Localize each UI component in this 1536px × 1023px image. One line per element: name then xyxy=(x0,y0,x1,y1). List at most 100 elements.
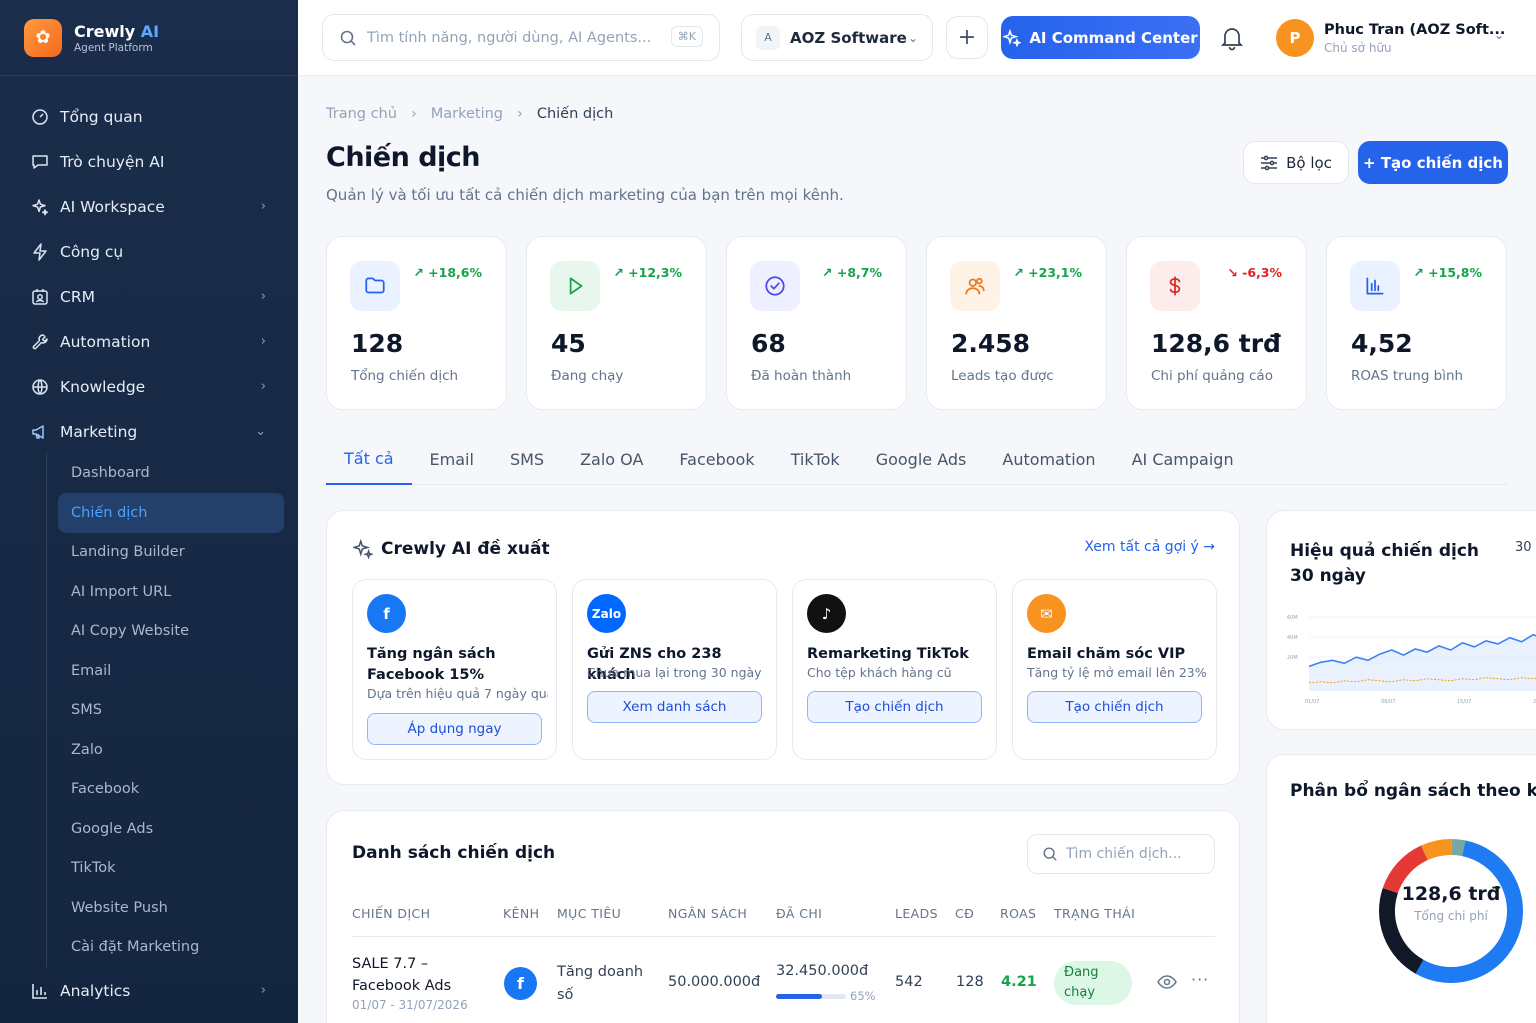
donut-slice xyxy=(1421,839,1452,861)
wrench-icon xyxy=(30,332,50,352)
tab-automation[interactable]: Automation xyxy=(1002,450,1096,469)
create-campaign-button[interactable]: + Tạo chiến dịch xyxy=(1358,141,1508,184)
sidebar-item-analytics[interactable]: Analytics › xyxy=(0,968,298,1013)
tab-google-ads[interactable]: Google Ads xyxy=(875,450,967,469)
subnav-item[interactable]: Email xyxy=(71,662,112,679)
subnav-item[interactable]: SMS xyxy=(71,702,102,719)
subnav-item[interactable]: TikTok xyxy=(71,860,116,877)
user-menu[interactable]: P Phuc Tran (AOZ Soft... Chủ sở hữu ⌄ xyxy=(1276,16,1516,60)
global-search-input[interactable]: Tìm tính năng, người dùng, AI Agents... … xyxy=(322,14,720,61)
quick-add-button[interactable]: + xyxy=(946,16,988,59)
ai-command-center-button[interactable]: AI Command Center xyxy=(1001,16,1200,59)
bolt-icon xyxy=(30,242,50,262)
bar-chart-icon xyxy=(1350,261,1400,311)
stat-value: 68 xyxy=(751,329,786,358)
stat-value: 4,52 xyxy=(1351,329,1413,358)
search-icon xyxy=(340,30,356,46)
subnav-item[interactable]: Landing Builder xyxy=(71,544,185,561)
suggestion-action-button[interactable]: Xem danh sách xyxy=(587,691,762,723)
sidebar-item-ai-workspace[interactable]: AI Workspace › xyxy=(0,184,298,229)
table-header[interactable]: CĐ xyxy=(955,906,975,921)
filter-button[interactable]: Bộ lọc xyxy=(1243,141,1349,184)
channel-icon: ✉ xyxy=(1027,594,1066,633)
table-header[interactable]: KÊNH xyxy=(503,906,540,921)
breadcrumb-home[interactable]: Trang chủ xyxy=(326,106,397,122)
subnav-item[interactable]: Cài đặt Marketing xyxy=(71,939,200,956)
view-eye-icon[interactable] xyxy=(1157,974,1177,993)
filter-sliders-icon xyxy=(1261,155,1278,170)
tab-facebook[interactable]: Facebook xyxy=(679,450,755,469)
sidebar-item-marketing[interactable]: Marketing ⌄ xyxy=(0,409,298,454)
stat-card[interactable]: ↗ +12,3% 45 Đang chạy xyxy=(526,236,707,410)
campaign-name[interactable]: SALE 7.7 – Facebook Ads xyxy=(352,956,452,994)
megaphone-icon xyxy=(30,422,50,442)
table-header[interactable]: TRẠNG THÁI xyxy=(1054,906,1136,921)
table-header[interactable]: ROAS xyxy=(1000,906,1037,921)
channel-icon: ♪ xyxy=(807,594,846,633)
tab-ai-campaign[interactable]: AI Campaign xyxy=(1131,450,1234,469)
stat-card[interactable]: ↘ -6,3% 128,6 trđ Chi phí quảng cáo xyxy=(1126,236,1307,410)
notification-bell-icon[interactable] xyxy=(1218,24,1246,52)
dashboard-gauge-icon xyxy=(30,107,50,127)
stat-card[interactable]: ↗ +8,7% 68 Đã hoàn thành xyxy=(726,236,907,410)
sidebar-item-crm[interactable]: CRM › xyxy=(0,274,298,319)
suggestion-action-button[interactable]: Tạo chiến dịch xyxy=(807,691,982,723)
breadcrumb-marketing[interactable]: Marketing xyxy=(430,106,504,122)
tab-tiktok[interactable]: TikTok xyxy=(790,450,840,469)
sidebar-item-trò-chuyện-ai[interactable]: Trò chuyện AI xyxy=(0,139,298,184)
tab-zalo-oa[interactable]: Zalo OA xyxy=(580,450,644,469)
series-line xyxy=(1308,677,1536,684)
subnav-item[interactable]: Dashboard xyxy=(71,464,150,481)
sidebar-item-automation[interactable]: Automation › xyxy=(0,319,298,364)
view-all-suggestions-link[interactable]: Xem tất cả gợi ý → xyxy=(1084,539,1215,555)
subnav-item[interactable]: Facebook xyxy=(71,781,140,798)
table-header[interactable]: CHIẾN DỊCH xyxy=(352,906,431,921)
tab-sms[interactable]: SMS xyxy=(509,450,545,469)
period-selector[interactable]: 30 qu xyxy=(1515,540,1536,555)
stat-delta: ↘ -6,3% xyxy=(1227,265,1282,280)
org-switcher[interactable]: A AOZ Software ⌄ xyxy=(741,14,933,61)
page-title: Chiến dịch xyxy=(326,142,481,173)
dollar-icon xyxy=(1150,261,1200,311)
sidebar-item-label: Trò chuyện AI xyxy=(60,152,165,171)
users-icon xyxy=(950,261,1000,311)
stat-card[interactable]: ↗ +18,6% 128 Tổng chiến dịch xyxy=(326,236,507,410)
series-line xyxy=(1308,633,1536,668)
stat-card[interactable]: ↗ +15,8% 4,52 ROAS trung bình xyxy=(1326,236,1507,410)
analytics-icon xyxy=(30,981,50,1001)
brand[interactable]: ✿ Crewly AI Agent Platform xyxy=(0,0,298,76)
stat-label: Chi phí quảng cáo xyxy=(1151,368,1273,384)
stat-value: 128 xyxy=(351,329,404,358)
tab-tất-cả[interactable]: Tất cả xyxy=(326,434,412,485)
table-header[interactable]: MỤC TIÊU xyxy=(557,906,622,921)
performance-line-chart: 60M 40M 20M 01/07 08/07 15/07 22/07 xyxy=(1287,615,1536,705)
stat-delta: ↗ +18,6% xyxy=(413,265,482,280)
series-area xyxy=(1309,634,1536,691)
table-header[interactable]: LEADS xyxy=(895,906,938,921)
subnav-item[interactable]: Website Push xyxy=(71,899,168,916)
x-tick-label: 15/07 xyxy=(1457,699,1471,705)
subnav-item[interactable]: AI Import URL xyxy=(71,583,172,600)
table-header[interactable]: NGÂN SÁCH xyxy=(668,906,748,921)
subnav-item[interactable]: Google Ads xyxy=(71,820,154,837)
subnav-item[interactable]: AI Copy Website xyxy=(71,623,189,640)
sidebar-item-công-cụ[interactable]: Công cụ xyxy=(0,229,298,274)
subnav-item[interactable]: Zalo xyxy=(71,741,103,758)
campaign-search-input[interactable]: Tìm chiến dịch... xyxy=(1027,834,1215,874)
tab-email[interactable]: Email xyxy=(429,450,474,469)
topbar: Tìm tính năng, người dùng, AI Agents... … xyxy=(298,0,1536,76)
breadcrumb-separator-icon: › xyxy=(517,106,523,122)
more-options-icon[interactable]: ··· xyxy=(1191,970,1210,989)
sidebar-item-knowledge[interactable]: Knowledge › xyxy=(0,364,298,409)
budget-total: 128,6 trđ xyxy=(1401,883,1501,905)
subnav-item[interactable]: Chiến dịch xyxy=(58,492,284,533)
suggestion-action-button[interactable]: Tạo chiến dịch xyxy=(1027,691,1202,723)
suggestion-action-button[interactable]: Áp dụng ngay xyxy=(367,713,542,745)
suggestions-title: Crewly AI đề xuất xyxy=(353,539,550,559)
sidebar-item-tổng-quan[interactable]: Tổng quan xyxy=(0,94,298,139)
y-tick-label: 20M xyxy=(1287,655,1298,661)
stat-card[interactable]: ↗ +23,1% 2.458 Leads tạo được xyxy=(926,236,1107,410)
donut-slice xyxy=(1379,887,1424,974)
campaign-dates: 01/07 - 31/07/2026 xyxy=(352,998,468,1012)
table-header[interactable]: ĐÃ CHI xyxy=(776,906,823,921)
